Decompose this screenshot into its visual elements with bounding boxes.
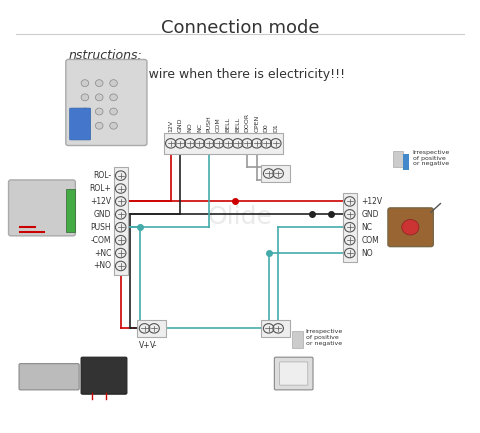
Text: OPEN: OPEN bbox=[254, 114, 259, 132]
FancyBboxPatch shape bbox=[164, 132, 283, 154]
Text: BELL: BELL bbox=[226, 116, 230, 132]
FancyBboxPatch shape bbox=[114, 167, 128, 275]
Circle shape bbox=[110, 94, 117, 101]
FancyBboxPatch shape bbox=[262, 165, 290, 182]
Text: D0: D0 bbox=[264, 123, 269, 132]
Text: Please don't wire when there is electricity!!!: Please don't wire when there is electric… bbox=[68, 68, 345, 81]
Text: DOOR: DOOR bbox=[245, 113, 250, 132]
FancyBboxPatch shape bbox=[137, 320, 166, 337]
Text: V+: V+ bbox=[139, 341, 150, 350]
Circle shape bbox=[96, 80, 103, 87]
FancyBboxPatch shape bbox=[388, 208, 433, 247]
FancyBboxPatch shape bbox=[19, 364, 79, 390]
Text: +12V: +12V bbox=[362, 197, 383, 206]
Circle shape bbox=[81, 108, 89, 115]
Text: GND: GND bbox=[94, 210, 111, 219]
Text: PUSH: PUSH bbox=[91, 223, 111, 232]
Circle shape bbox=[96, 122, 103, 129]
Text: ROL-: ROL- bbox=[93, 171, 111, 180]
FancyBboxPatch shape bbox=[343, 193, 357, 262]
FancyBboxPatch shape bbox=[262, 320, 290, 337]
Circle shape bbox=[81, 122, 89, 129]
Text: NO: NO bbox=[187, 122, 192, 132]
Text: COM: COM bbox=[216, 117, 221, 132]
FancyBboxPatch shape bbox=[292, 331, 303, 348]
FancyBboxPatch shape bbox=[403, 154, 409, 170]
Text: GND: GND bbox=[178, 117, 183, 132]
Text: V-: V- bbox=[150, 341, 158, 350]
Circle shape bbox=[81, 80, 89, 87]
Circle shape bbox=[110, 122, 117, 129]
Circle shape bbox=[110, 80, 117, 87]
Text: D1: D1 bbox=[273, 123, 278, 132]
Text: nstructions:: nstructions: bbox=[68, 49, 142, 62]
FancyBboxPatch shape bbox=[66, 59, 147, 145]
FancyBboxPatch shape bbox=[66, 188, 75, 232]
Text: NC: NC bbox=[362, 223, 372, 232]
Circle shape bbox=[96, 94, 103, 101]
FancyBboxPatch shape bbox=[280, 362, 308, 385]
FancyBboxPatch shape bbox=[81, 357, 127, 394]
Text: 12V: 12V bbox=[168, 120, 173, 132]
Text: BELL: BELL bbox=[235, 116, 240, 132]
Text: PUSH: PUSH bbox=[206, 115, 212, 132]
Text: NO: NO bbox=[362, 249, 373, 258]
Text: +12V: +12V bbox=[90, 197, 111, 206]
Text: Irrespective
of positive
or negative: Irrespective of positive or negative bbox=[306, 329, 343, 346]
Text: COM: COM bbox=[362, 236, 380, 245]
FancyBboxPatch shape bbox=[275, 357, 313, 390]
Circle shape bbox=[110, 108, 117, 115]
Circle shape bbox=[96, 108, 103, 115]
Text: +NC: +NC bbox=[94, 249, 111, 258]
Text: -COM: -COM bbox=[91, 236, 111, 245]
Text: NC: NC bbox=[197, 123, 202, 132]
Text: Olide: Olide bbox=[207, 204, 273, 229]
Text: Connection mode: Connection mode bbox=[161, 19, 319, 37]
Circle shape bbox=[81, 94, 89, 101]
FancyBboxPatch shape bbox=[70, 108, 91, 140]
Text: GND: GND bbox=[362, 210, 379, 219]
FancyBboxPatch shape bbox=[393, 151, 403, 167]
Text: ROL+: ROL+ bbox=[89, 184, 111, 193]
FancyBboxPatch shape bbox=[9, 180, 75, 236]
Text: Irrespective
of positive
or negative: Irrespective of positive or negative bbox=[413, 150, 450, 166]
Text: +NO: +NO bbox=[93, 262, 111, 271]
Circle shape bbox=[402, 220, 419, 235]
